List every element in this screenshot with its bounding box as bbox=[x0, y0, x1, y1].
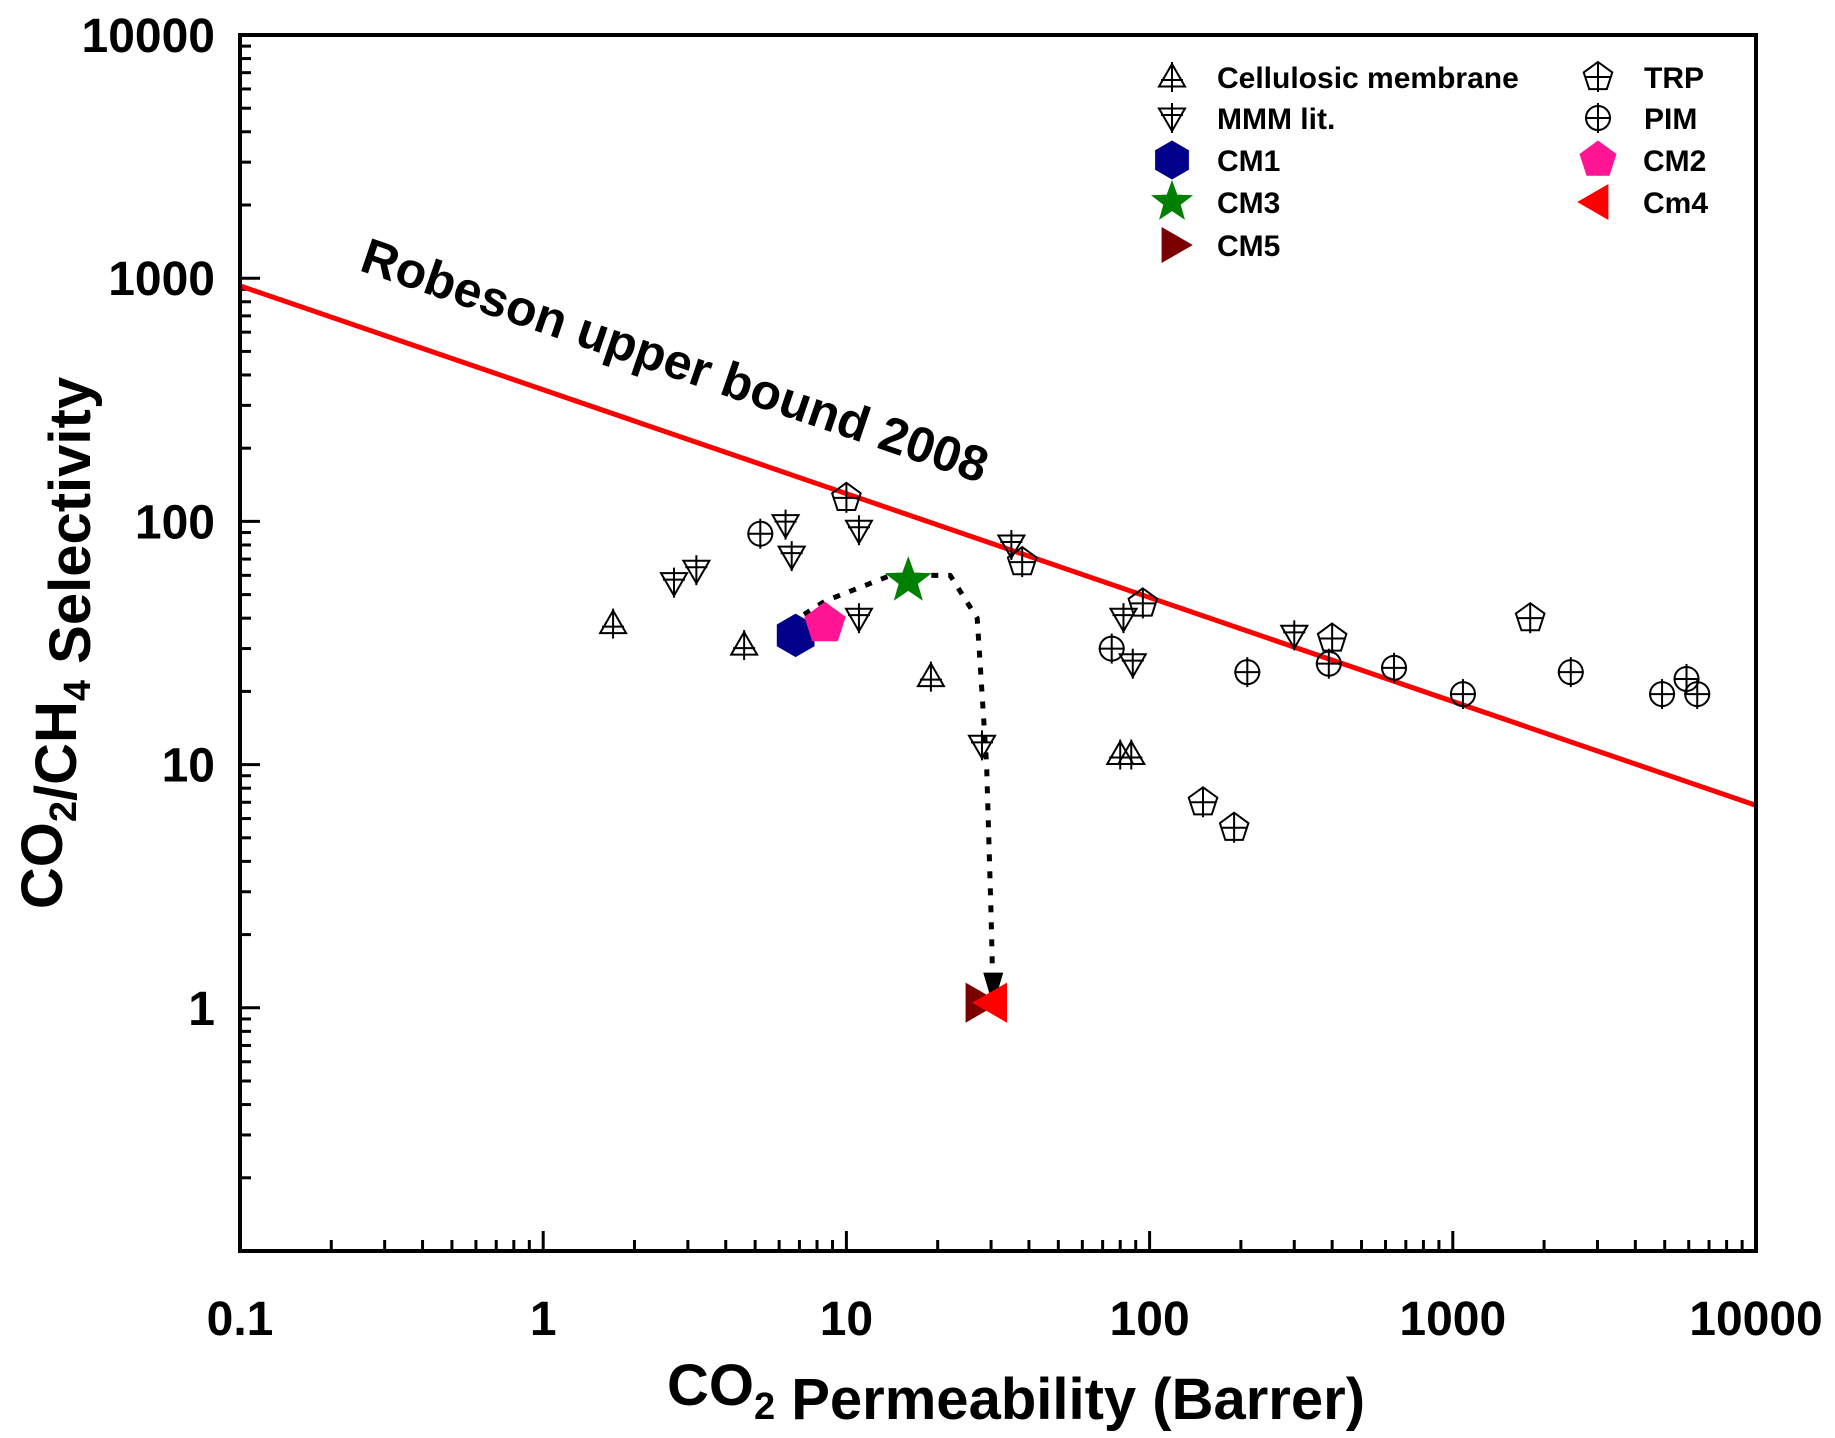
legend-marker-cm5 bbox=[1161, 227, 1193, 263]
y-tick-label: 1000 bbox=[108, 253, 215, 306]
point-pim bbox=[1234, 657, 1261, 688]
legend-label-cm2: CM2 bbox=[1643, 145, 1706, 178]
point-trp bbox=[1127, 587, 1159, 619]
point-pim bbox=[1449, 679, 1476, 710]
point-mmm-lit bbox=[996, 529, 1027, 560]
point-trp bbox=[1218, 811, 1250, 843]
point-pim bbox=[1098, 633, 1125, 664]
y-tick-label: 1 bbox=[188, 983, 215, 1036]
point-trp bbox=[1316, 622, 1348, 654]
point-mmm-lit bbox=[967, 730, 997, 761]
legend-marker-cellulosic-membrane bbox=[1157, 62, 1187, 92]
point-mmm-lit bbox=[1108, 603, 1139, 634]
y-tick-label: 100 bbox=[135, 496, 215, 549]
upper-bound-line bbox=[240, 283, 1756, 808]
point-trp bbox=[1187, 786, 1219, 818]
legend-marker-pim bbox=[1585, 103, 1611, 133]
legend-label-cm4: Cm4 bbox=[1643, 187, 1708, 220]
plot-frame bbox=[238, 33, 1758, 1253]
point-mmm-lit bbox=[659, 567, 689, 598]
point-cellulosic-membrane bbox=[1116, 739, 1147, 770]
legend-marker-cm4 bbox=[1577, 184, 1609, 220]
x-tick-label: 0.1 bbox=[207, 1293, 274, 1346]
y-axis-title: CO2/CH4 Selectivity bbox=[10, 377, 103, 909]
point-cm1 bbox=[776, 613, 815, 658]
point-trp bbox=[830, 481, 862, 513]
point-cm4 bbox=[972, 982, 1007, 1023]
point-pim bbox=[1315, 648, 1342, 679]
trend-arrow-line bbox=[788, 572, 996, 1003]
legend-marker-cm1 bbox=[1155, 140, 1189, 180]
point-mmm-lit bbox=[844, 603, 874, 634]
point-pim bbox=[747, 518, 774, 549]
point-mmm-lit bbox=[1279, 620, 1310, 651]
point-mmm-lit bbox=[776, 541, 807, 572]
legend-marker-mmm-lit bbox=[1157, 103, 1187, 133]
x-axis-title: CO2 Permeability (Barrer) bbox=[667, 1353, 1365, 1432]
legend-label-trp: TRP bbox=[1644, 62, 1704, 95]
legend-label-cm3: CM3 bbox=[1217, 187, 1280, 220]
point-cellulosic-membrane bbox=[729, 630, 759, 661]
point-trp bbox=[1514, 601, 1546, 634]
point-cellulosic-membrane bbox=[598, 608, 628, 639]
point-pim bbox=[1381, 652, 1408, 683]
point-cm2 bbox=[804, 601, 846, 642]
legend-label-mmm-lit: MMM lit. bbox=[1217, 103, 1335, 136]
legend-marker-cm3 bbox=[1151, 179, 1193, 220]
y-tick-label: 10000 bbox=[82, 10, 215, 63]
legend-label-cm5: CM5 bbox=[1217, 230, 1280, 263]
point-mmm-lit bbox=[844, 515, 874, 546]
legend-marker-trp bbox=[1582, 60, 1614, 92]
x-tick-label: 1000 bbox=[1399, 1293, 1506, 1346]
y-tick-label: 10 bbox=[162, 740, 215, 793]
legend-label-cm1: CM1 bbox=[1217, 145, 1280, 178]
point-pim bbox=[1649, 679, 1676, 710]
legend: Cellulosic membrane TRP MMM lit. PIM CM1 CM2 C… bbox=[1151, 60, 1708, 263]
legend-label-pim: PIM bbox=[1644, 103, 1697, 136]
point-pim bbox=[1684, 679, 1711, 710]
trend-arrow-head bbox=[983, 972, 1004, 1007]
x-tick-label: 10000 bbox=[1689, 1293, 1822, 1346]
point-cellulosic-membrane bbox=[916, 661, 946, 692]
legend-label-cellulosic-membrane: Cellulosic membrane bbox=[1217, 62, 1519, 95]
legend-marker-cm2 bbox=[1579, 140, 1617, 176]
point-mmm-lit bbox=[1118, 648, 1148, 679]
point-cm3 bbox=[884, 556, 932, 601]
x-tick-label: 10 bbox=[820, 1293, 873, 1346]
point-mmm-lit bbox=[681, 555, 712, 586]
x-tick-label: 100 bbox=[1110, 1293, 1190, 1346]
point-mmm-lit bbox=[770, 509, 801, 540]
x-tick-label: 1 bbox=[530, 1293, 557, 1346]
point-pim bbox=[1557, 657, 1584, 688]
